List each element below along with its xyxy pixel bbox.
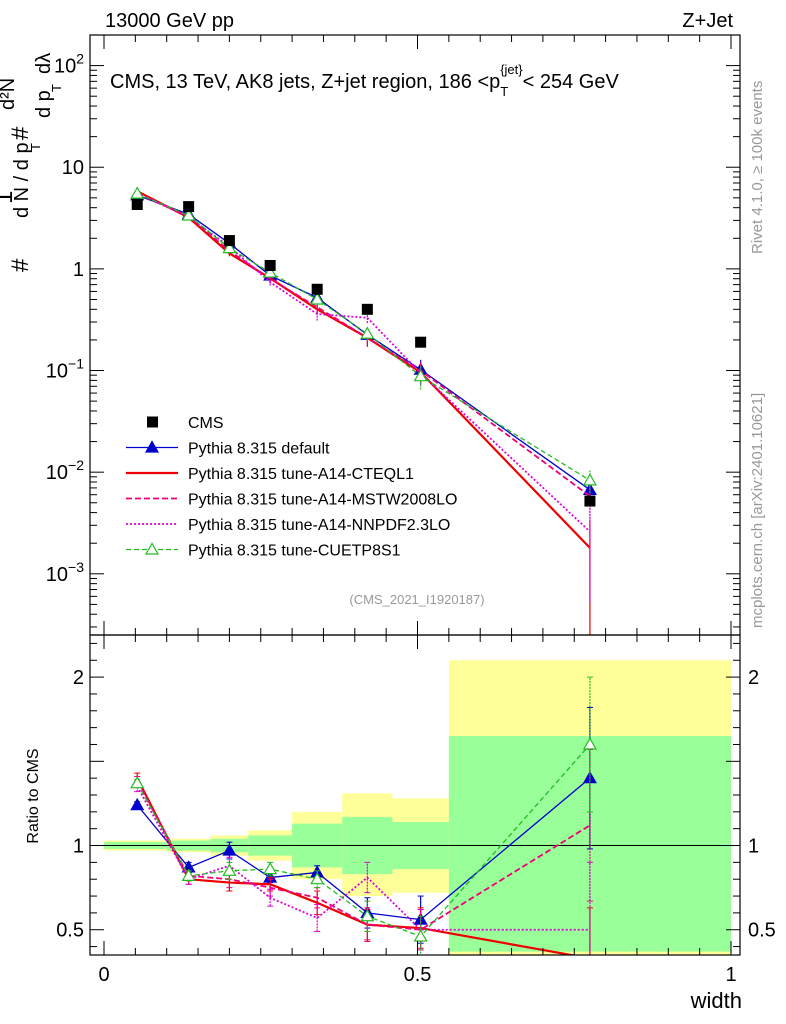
ratio-marker-cuetp8s1 [130,776,145,789]
main-line-cteql1 [136,190,591,549]
cms-data-point [415,336,427,348]
main-marker-cuetp8s1 [130,186,145,199]
cms-data-point [183,201,195,213]
rivet-version-label: Rivet 4.1.0, ≥ 100k events [749,81,766,254]
ratio-y-tick-label-right: 1 [748,836,759,858]
main-marker-cuetp8s1 [310,292,325,305]
legend-marker-default [144,440,160,453]
chart-title: CMS, 13 TeV, AK8 jets, Z+jet region, 186… [110,62,619,99]
ratio-line-cteql1 [136,777,578,955]
main-y-tick-label: 10−1 [46,356,84,383]
ratio-y-tick-label-left: 1 [73,836,84,858]
cms-data-point [584,495,596,507]
cms-data-point [361,303,373,315]
main-y-tick-label: 1 [73,259,84,281]
ratio-line-nnpdf [136,786,590,931]
main-marker-cuetp8s1 [181,208,196,221]
main-y-tick-label: 10−2 [46,457,84,484]
ratio-y-axis-label: Ratio to CMS [25,748,42,843]
x-axis-label: width [690,988,742,1013]
ratio-marker-cuetp8s1 [181,868,196,881]
ratio-marker-cuetp8s1 [310,872,325,885]
ylabel-hash-2: # [7,126,34,140]
header-energy-label: 13000 GeV pp [105,10,234,32]
ratio-marker-cuetp8s1 [413,929,428,942]
ratio-y-tick-label-left: 0.5 [56,920,84,942]
legend-label-mstw: Pythia 8.315 tune-A14-MSTW2008LO [188,492,457,509]
ylabel-one: 1 [0,191,18,204]
x-tick-label: 0.5 [404,964,432,986]
axes: 10−3 10−2 10−1 1 10 102 0.5 0.5 1 1 2 2 0 0.5 1 [46,34,776,986]
ratio-marker-cuetp8s1 [263,861,278,875]
ratio-line-cuetp8s1 [136,744,591,938]
legend-label-default: Pythia 8.315 default [188,441,330,458]
ratio-marker-cuetp8s1 [582,737,597,750]
main-y-tick-label: 102 [54,51,84,78]
ratio-panel-series [130,676,597,955]
main-line-nnpdf [136,192,591,533]
ratio-y-tick-label-right: 2 [748,667,759,689]
mcplots-label: mcplots.cern.ch [arXiv:2401.10621] [749,393,766,628]
ylabel-dl: dλ [33,53,55,74]
cms-data-point [264,259,276,271]
ratio-y-tick-label-left: 2 [73,667,84,689]
ylabel-dn: d N / d p [11,142,33,218]
ratio-marker-default [222,843,237,856]
main-marker-cuetp8s1 [360,326,375,339]
ylabel-dpt: d p [33,90,55,118]
main-marker-cuetp8s1 [582,473,597,486]
ylabel-d2n: d²N [0,78,19,110]
ratio-y-tick-label-right: 0.5 [748,920,776,942]
header-process-label: Z+Jet [682,10,733,32]
legend-marker-cms [147,416,158,428]
ylabel-hash-1: # [7,258,34,272]
cms-data-point [311,283,323,295]
ratio-uncertainty-bands [90,660,740,955]
ratio-marker-default [130,797,145,811]
main-y-axis-label: # d N / d p T 1 # d²N d p T dλ [0,53,64,272]
legend-label-cms: CMS [188,415,224,432]
main-marker-cuetp8s1 [222,240,237,254]
ratio-marker-cuetp8s1 [222,863,237,876]
ratio-line-default [136,777,591,921]
ylabel-t1: T [28,143,43,151]
analysis-id-label: (CMS_2021_I1920187) [349,592,484,607]
x-tick-label: 1 [725,964,736,986]
legend-marker-cuetp8s1 [144,542,160,555]
legend-label-nnpdf: Pythia 8.315 tune-A14-NNPDF2.3LO [188,517,450,534]
ratio-marker-cuetp8s1 [360,909,375,922]
main-line-cuetp8s1 [136,193,591,481]
cms-data-point [223,235,235,247]
legend-label-cteql1: Pythia 8.315 tune-A14-CTEQL1 [188,466,414,483]
main-marker-cuetp8s1 [413,368,428,382]
main-panel-series [130,186,597,635]
legend-label-cuetp8s1: Pythia 8.315 tune-CUETP8S1 [188,543,401,560]
main-y-tick-label: 10 [62,157,84,179]
main-marker-cuetp8s1 [263,265,278,278]
legend: CMS Pythia 8.315 default Pythia 8.315 tune… [126,415,457,560]
cms-data-point [131,198,143,210]
x-tick-label: 0 [98,964,109,986]
main-y-tick-label: 10−3 [46,559,84,586]
ylabel-t2: T [49,84,64,92]
